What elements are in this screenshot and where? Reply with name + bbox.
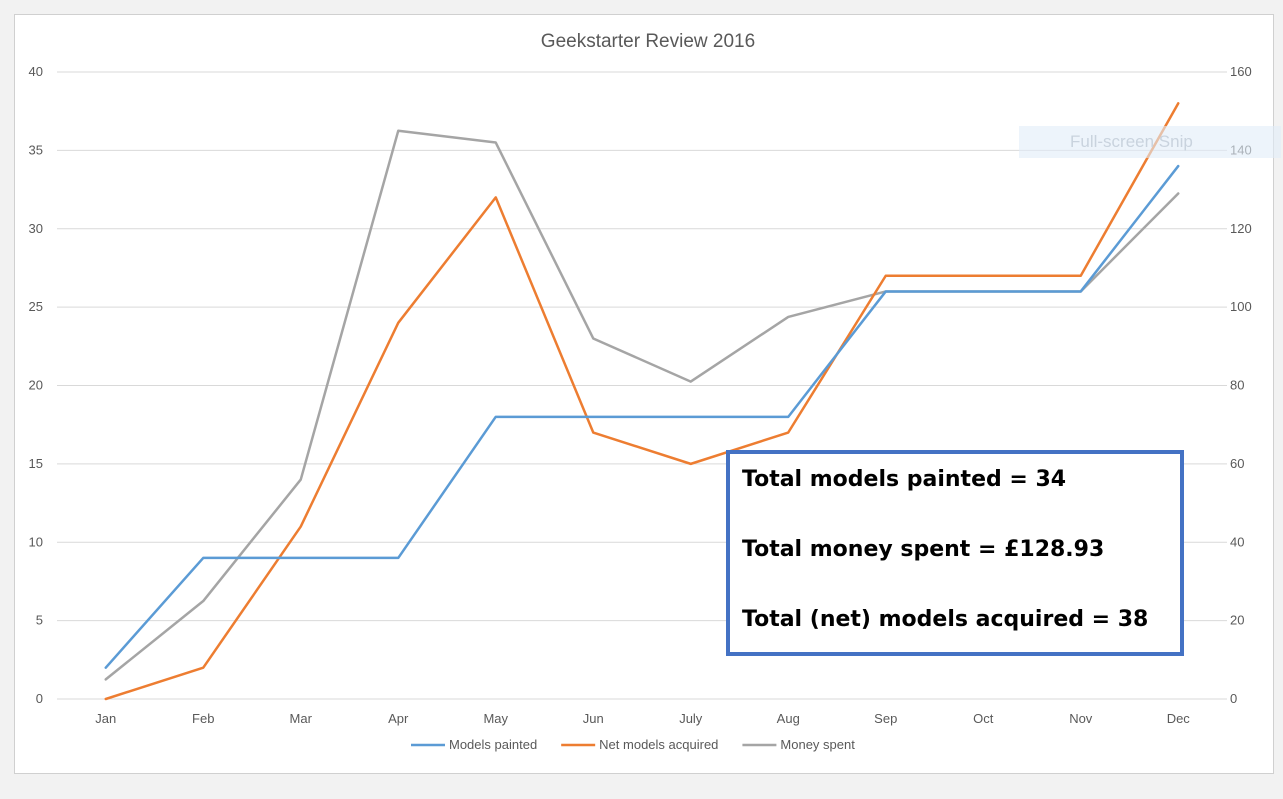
full-screen-snip-banner: Full-screen Snip — [1019, 126, 1281, 158]
left-axis-tick-label: 15 — [29, 456, 43, 471]
left-axis-tick-label: 25 — [29, 299, 43, 314]
x-axis-tick-label: Feb — [192, 711, 214, 726]
right-axis-tick-label: 160 — [1230, 64, 1252, 79]
x-axis-tick-label: Jun — [583, 711, 604, 726]
total-net-models-acquired-text: Total (net) models acquired = 38 — [742, 607, 1149, 632]
x-axis-tick-label: Sep — [874, 711, 897, 726]
legend-label: Money spent — [780, 737, 855, 752]
left-axis-tick-label: 5 — [36, 613, 43, 628]
left-axis-tick-label: 35 — [29, 142, 43, 157]
left-axis-ticks: 0 5 10 15 20 25 30 35 40 — [29, 64, 43, 706]
chart-title: Geekstarter Review 2016 — [541, 31, 755, 52]
left-axis-tick-label: 20 — [29, 378, 43, 393]
left-axis-tick-label: 10 — [29, 534, 43, 549]
series-lines — [104, 102, 1180, 701]
total-models-painted-text: Total models painted = 34 — [742, 467, 1067, 492]
x-axis-tick-label: Nov — [1069, 711, 1093, 726]
left-axis-tick-label: 0 — [36, 691, 43, 706]
x-axis-tick-label: July — [679, 711, 703, 726]
right-axis-tick-label: 60 — [1230, 456, 1244, 471]
right-axis-ticks: 020406080100120140160 — [1230, 64, 1252, 706]
right-axis-tick-label: 100 — [1230, 299, 1252, 314]
series-line-net-models-acquired — [104, 102, 1180, 701]
legend-label: Net models acquired — [599, 737, 718, 752]
left-axis-tick-label: 30 — [29, 221, 43, 236]
legend: Models painted Net models acquired Money s… — [411, 737, 855, 752]
x-axis-tick-label: Dec — [1167, 711, 1191, 726]
x-axis-tick-label: Oct — [973, 711, 994, 726]
x-axis-ticks: Jan Feb Mar Apr May Jun July Aug Sep Oct Nov Dec — [95, 711, 1190, 726]
summary-annotation-box: Total models painted = 34 Total money sp… — [726, 450, 1184, 656]
x-axis-tick-label: Aug — [777, 711, 800, 726]
x-axis-tick-label: May — [483, 711, 508, 726]
right-axis-tick-label: 40 — [1230, 534, 1244, 549]
right-axis-tick-label: 80 — [1230, 378, 1244, 393]
x-axis-tick-label: Apr — [388, 711, 409, 726]
right-axis-tick-label: 20 — [1230, 613, 1244, 628]
right-axis-tick-label: 120 — [1230, 221, 1252, 236]
series-line-models-painted — [104, 164, 1180, 669]
x-axis-tick-label: Jan — [95, 711, 116, 726]
left-axis-tick-label: 40 — [29, 64, 43, 79]
right-axis-tick-label: 0 — [1230, 691, 1237, 706]
legend-label: Models painted — [449, 737, 537, 752]
x-axis-tick-label: Mar — [290, 711, 313, 726]
total-money-spent-text: Total money spent = £128.93 — [742, 537, 1105, 562]
